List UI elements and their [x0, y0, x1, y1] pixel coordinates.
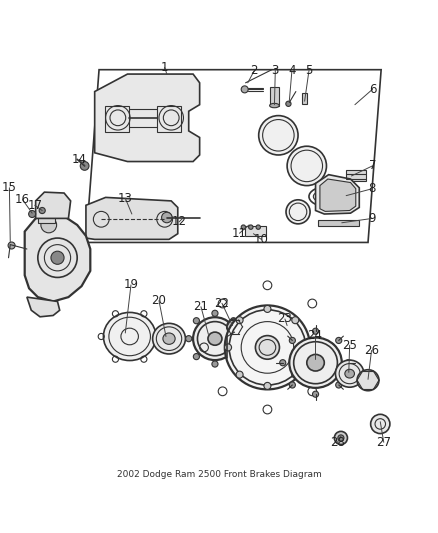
Circle shape	[345, 360, 351, 366]
Circle shape	[312, 391, 318, 397]
Text: 13: 13	[118, 192, 133, 205]
Bar	[270, 87, 279, 106]
Ellipse shape	[152, 324, 185, 354]
Circle shape	[292, 317, 299, 324]
Polygon shape	[27, 297, 60, 317]
Text: 27: 27	[376, 436, 391, 449]
Circle shape	[41, 217, 57, 233]
Circle shape	[212, 361, 218, 367]
Circle shape	[230, 353, 237, 360]
Circle shape	[371, 414, 390, 433]
Bar	[318, 220, 359, 227]
Polygon shape	[95, 74, 200, 161]
Text: 5: 5	[305, 64, 313, 77]
Circle shape	[236, 371, 243, 378]
Ellipse shape	[357, 370, 379, 391]
Circle shape	[241, 86, 248, 93]
Text: 22: 22	[215, 297, 230, 310]
Text: 26: 26	[364, 344, 379, 357]
Text: 2: 2	[251, 64, 258, 77]
Circle shape	[8, 242, 15, 249]
Bar	[346, 170, 366, 181]
Text: 7: 7	[369, 159, 376, 172]
Circle shape	[227, 319, 243, 335]
Circle shape	[336, 337, 342, 343]
Circle shape	[312, 328, 318, 334]
Bar	[105, 106, 129, 132]
Circle shape	[193, 318, 199, 324]
Circle shape	[236, 317, 243, 324]
Circle shape	[264, 382, 271, 390]
Text: 23: 23	[278, 312, 292, 326]
Ellipse shape	[208, 332, 222, 345]
Text: 6: 6	[369, 83, 376, 96]
Ellipse shape	[290, 337, 342, 388]
Ellipse shape	[259, 116, 298, 155]
Text: 11: 11	[232, 227, 247, 240]
Ellipse shape	[225, 305, 310, 390]
Text: 17: 17	[27, 199, 42, 212]
Polygon shape	[315, 175, 359, 214]
Text: 20: 20	[152, 294, 166, 307]
Ellipse shape	[103, 312, 156, 360]
Text: 25: 25	[342, 339, 357, 352]
Ellipse shape	[345, 369, 354, 378]
Circle shape	[286, 101, 291, 107]
Circle shape	[238, 336, 244, 342]
Ellipse shape	[255, 336, 279, 359]
Text: 10: 10	[254, 233, 269, 246]
Circle shape	[338, 435, 344, 441]
Circle shape	[80, 161, 89, 170]
Text: 8: 8	[369, 182, 376, 195]
Circle shape	[334, 431, 347, 445]
Circle shape	[51, 251, 64, 264]
Circle shape	[264, 305, 271, 312]
Text: 19: 19	[124, 278, 138, 292]
Circle shape	[336, 382, 342, 388]
Text: 15: 15	[2, 181, 17, 194]
Ellipse shape	[336, 360, 364, 387]
Text: 21: 21	[194, 300, 208, 313]
Circle shape	[256, 225, 261, 229]
Circle shape	[292, 371, 299, 378]
Polygon shape	[86, 197, 178, 239]
Circle shape	[39, 207, 45, 214]
Circle shape	[303, 344, 310, 351]
Text: 9: 9	[369, 212, 376, 225]
Bar	[245, 227, 266, 236]
Circle shape	[225, 344, 232, 351]
Text: 4: 4	[288, 64, 296, 77]
Text: 28: 28	[330, 436, 345, 449]
Ellipse shape	[307, 354, 324, 371]
Text: 16: 16	[15, 193, 30, 206]
Text: 12: 12	[172, 215, 187, 228]
Ellipse shape	[286, 200, 310, 224]
Bar	[38, 209, 55, 223]
Polygon shape	[320, 179, 356, 212]
Polygon shape	[25, 214, 90, 302]
Ellipse shape	[163, 333, 175, 344]
Circle shape	[212, 310, 218, 317]
Bar	[157, 106, 181, 132]
Circle shape	[162, 212, 172, 223]
Ellipse shape	[193, 317, 237, 360]
Ellipse shape	[287, 146, 326, 185]
Circle shape	[28, 211, 35, 217]
Circle shape	[249, 225, 253, 229]
Text: 2002 Dodge Ram 2500 Front Brakes Diagram: 2002 Dodge Ram 2500 Front Brakes Diagram	[117, 470, 321, 479]
Circle shape	[230, 318, 237, 324]
Text: 3: 3	[272, 64, 279, 77]
Circle shape	[280, 360, 286, 366]
Circle shape	[241, 225, 246, 229]
Circle shape	[193, 353, 199, 360]
Circle shape	[289, 337, 295, 343]
Bar	[302, 93, 307, 104]
Polygon shape	[35, 192, 71, 219]
Text: 24: 24	[307, 329, 322, 342]
Text: 14: 14	[72, 153, 87, 166]
Circle shape	[186, 336, 192, 342]
Text: 1: 1	[161, 61, 168, 74]
Circle shape	[289, 382, 295, 388]
Ellipse shape	[270, 103, 279, 108]
